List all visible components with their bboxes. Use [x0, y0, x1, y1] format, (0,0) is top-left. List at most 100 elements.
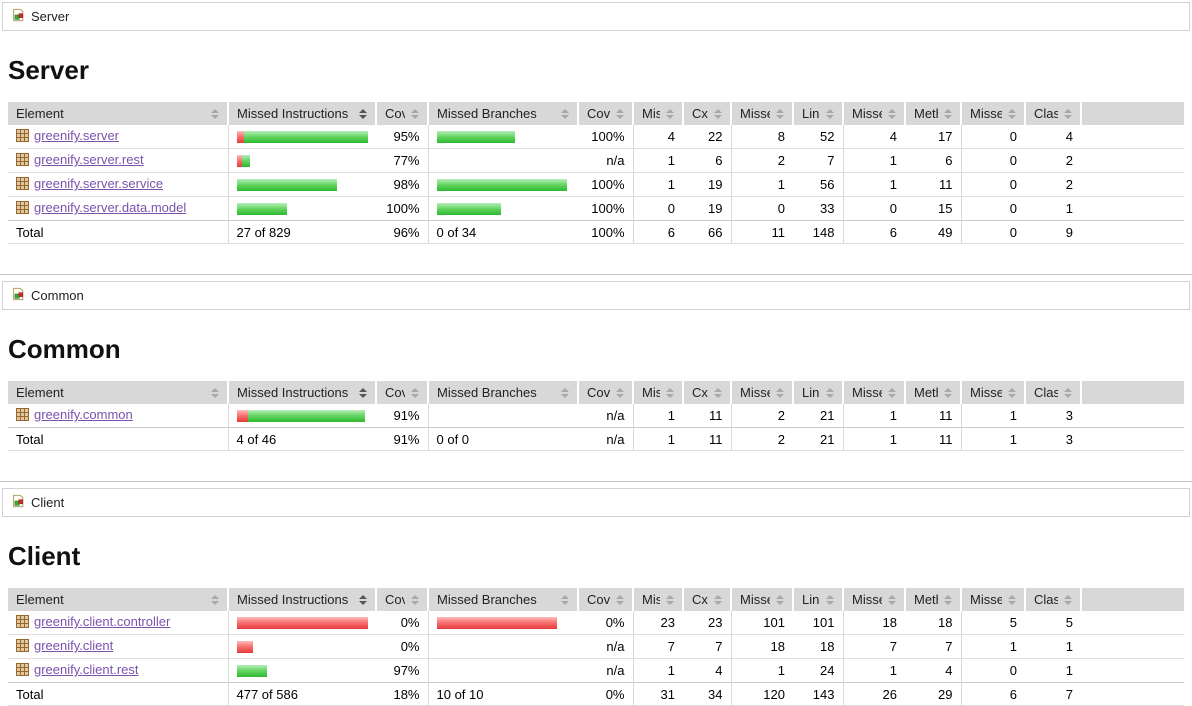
column-label: Lines [802, 592, 820, 607]
coverage-bar [236, 202, 369, 215]
column-header-cov-[interactable]: Cov. [577, 381, 633, 404]
column-label: Classes [1034, 592, 1058, 607]
column-header-missed[interactable]: Missed [842, 381, 905, 404]
column-header-methods[interactable]: Methods [904, 381, 961, 404]
column-header-classes[interactable]: Classes [1024, 102, 1081, 125]
package-link[interactable]: greenify.client.rest [34, 662, 139, 677]
column-header-cxty[interactable]: Cxty [682, 102, 731, 125]
column-label: Cov. [385, 592, 405, 607]
package-link[interactable]: greenify.common [34, 407, 133, 422]
column-header-content: Methods [914, 106, 952, 121]
column-header-missed-instructions[interactable]: Missed Instructions [227, 588, 376, 611]
total-instruction-percent: 91% [376, 427, 428, 451]
column-label: Lines [802, 106, 820, 121]
column-header-cov-[interactable]: Cov. [577, 102, 633, 125]
package-link[interactable]: greenify.server.service [34, 176, 164, 191]
column-header-content: Missed Branches [437, 385, 569, 400]
column-header-content: Element [16, 106, 219, 121]
column-header-methods[interactable]: Methods [904, 102, 961, 125]
metric-value: 56 [793, 172, 843, 197]
column-header-element[interactable]: Element [8, 588, 228, 611]
metric-value: 0 [842, 196, 905, 221]
column-header-content: Missed [852, 592, 896, 607]
coverage-bar [236, 178, 369, 191]
package-link[interactable]: greenify.server [34, 128, 120, 143]
column-header-element[interactable]: Element [8, 381, 228, 404]
metric-value: 4 [632, 125, 683, 149]
column-header-missed[interactable]: Missed [632, 102, 683, 125]
column-header-missed-instructions[interactable]: Missed Instructions [227, 381, 376, 404]
total-metric-value: 29 [905, 682, 961, 706]
column-header-content: Missed [740, 106, 784, 121]
column-header-missed-branches[interactable]: Missed Branches [427, 102, 578, 125]
total-metric-value: 31 [632, 682, 683, 706]
column-header-classes[interactable]: Classes [1024, 588, 1081, 611]
total-metric-value: 6 [960, 682, 1025, 706]
column-header-missed[interactable]: Missed [842, 588, 905, 611]
column-header-content: Missed [740, 592, 784, 607]
column-header-cov-[interactable]: Cov. [375, 588, 428, 611]
column-header-missed[interactable]: Missed [960, 381, 1025, 404]
metric-value: 6 [905, 148, 961, 173]
metric-value: 1 [1025, 634, 1081, 659]
column-header-missed[interactable]: Missed [730, 102, 793, 125]
sort-arrow-icon [776, 594, 784, 605]
package-link[interactable]: greenify.client [34, 638, 114, 653]
column-header-missed[interactable]: Missed [842, 102, 905, 125]
package-link[interactable]: greenify.server.data.model [34, 200, 187, 215]
package-link[interactable]: greenify.client.controller [34, 614, 171, 629]
metric-value: 22 [683, 125, 731, 149]
sort-arrow-icon [411, 594, 419, 605]
metric-value: 1 [632, 148, 683, 173]
package-icon [16, 615, 29, 631]
coverage-bar [236, 409, 369, 422]
column-header-lines[interactable]: Lines [792, 588, 843, 611]
metric-value: 7 [793, 148, 843, 173]
column-header-missed-branches[interactable]: Missed Branches [427, 588, 578, 611]
column-header-content: Element [16, 592, 219, 607]
column-label: Cxty [692, 106, 708, 121]
branches-bar-cell [427, 148, 578, 173]
metric-value: 19 [708, 201, 723, 216]
missed-bar-segment [236, 640, 253, 653]
column-header-missed[interactable]: Missed [632, 381, 683, 404]
column-header-classes[interactable]: Classes [1024, 381, 1081, 404]
column-label: Missed [970, 106, 1002, 121]
section-common: Common Common Element Missed Instructions… [2, 281, 1190, 451]
column-header-element[interactable]: Element [8, 102, 228, 125]
sort-arrow-icon [826, 108, 834, 119]
column-header-missed[interactable]: Missed [960, 588, 1025, 611]
coverage-bar [437, 155, 571, 167]
sort-arrow-icon [616, 108, 624, 119]
column-header-cov-[interactable]: Cov. [375, 381, 428, 404]
instruction-coverage-percent: 97% [393, 663, 420, 678]
page-title: Common [8, 334, 121, 364]
column-header-missed[interactable]: Missed [632, 588, 683, 611]
total-row: Total 477 of 586 18% 10 of 10 0% 31 34 120 143 26… [8, 682, 1184, 706]
metric-value: 2 [1025, 148, 1081, 173]
filler-cell [1081, 634, 1184, 659]
column-header-missed[interactable]: Missed [960, 102, 1025, 125]
sort-arrow-icon [561, 594, 569, 605]
column-header-missed-branches[interactable]: Missed Branches [427, 381, 578, 404]
sort-arrow-icon [1064, 387, 1072, 398]
column-header-cov-[interactable]: Cov. [577, 588, 633, 611]
column-header-cov-[interactable]: Cov. [375, 102, 428, 125]
column-header-cxty[interactable]: Cxty [682, 588, 731, 611]
branch-coverage-percent: 100% [578, 172, 633, 197]
column-header-content: Classes [1034, 106, 1072, 121]
column-header-content: Cxty [692, 106, 722, 121]
total-instructions: 4 of 46 [227, 427, 376, 451]
total-metric-value: 9 [1025, 220, 1081, 244]
package-link[interactable]: greenify.server.rest [34, 152, 144, 167]
column-header-lines[interactable]: Lines [792, 102, 843, 125]
group-icon [11, 494, 25, 511]
column-header-missed[interactable]: Missed [730, 381, 793, 404]
filler-cell [1081, 148, 1184, 173]
column-header-lines[interactable]: Lines [792, 381, 843, 404]
column-header-methods[interactable]: Methods [904, 588, 961, 611]
column-header-cxty[interactable]: Cxty [682, 381, 731, 404]
column-header-missed[interactable]: Missed [730, 588, 793, 611]
column-header-missed-instructions[interactable]: Missed Instructions [227, 102, 376, 125]
branches-bar-cell [427, 196, 578, 221]
